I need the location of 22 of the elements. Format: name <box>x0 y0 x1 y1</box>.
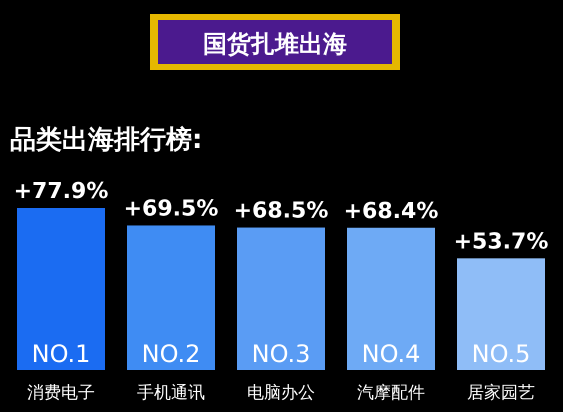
annotation: NO.3 <box>252 340 310 368</box>
data-label: +53.7% <box>454 229 548 254</box>
annotation: NO.5 <box>472 340 530 368</box>
chart-title: 国货扎堆出海 <box>203 30 347 58</box>
data-label: +68.5% <box>234 198 328 224</box>
bar <box>457 258 545 370</box>
bar <box>347 228 435 370</box>
data-label: +68.4% <box>344 198 438 224</box>
data-label: +77.9% <box>14 179 108 204</box>
data-label: +69.5% <box>124 196 218 222</box>
annotation: NO.1 <box>32 340 90 368</box>
x-tick-label: 居家园艺 <box>467 383 535 403</box>
bar <box>17 208 105 370</box>
x-tick-label: 汽摩配件 <box>357 383 425 403</box>
bar <box>237 228 325 370</box>
annotation: NO.2 <box>142 340 200 368</box>
x-tick-label: 消费电子 <box>27 383 95 403</box>
annotation: NO.4 <box>362 340 420 368</box>
bar <box>127 225 215 370</box>
x-tick-label: 电脑办公 <box>247 383 315 403</box>
chart-subtitle: 品类出海排行榜: <box>10 125 202 155</box>
x-tick-label: 手机通讯 <box>137 383 205 403</box>
